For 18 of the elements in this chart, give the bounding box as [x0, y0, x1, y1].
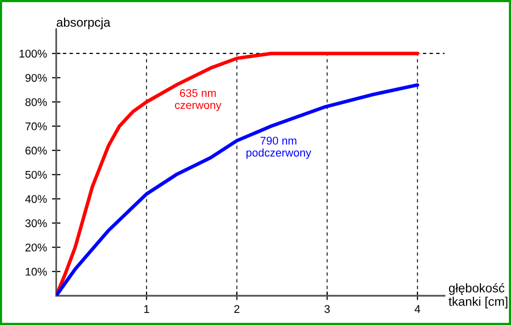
y-tick-label: 60% — [26, 146, 47, 155]
y-tick-label: 40% — [25, 195, 47, 203]
y-tick-label: 80% — [25, 98, 47, 106]
x-tick-label: 1 — [144, 305, 150, 313]
y-tick-label: 50% — [25, 170, 47, 179]
y-tick-label: 70% — [26, 122, 47, 130]
x-tick-label: 2 — [234, 305, 240, 313]
y-tick-label: 100% — [20, 50, 47, 58]
series-label: 790 nm podczerwony — [246, 136, 312, 159]
x-tick-label: 3 — [324, 305, 330, 313]
x-tick-label: 4 — [414, 305, 420, 313]
x-axis-title: głębokość tkanki [cm] — [448, 283, 508, 308]
y-axis-title: absorpcja — [56, 18, 110, 30]
y-tick-label: 10% — [26, 268, 47, 276]
series-label: 635 nm czerwony — [174, 89, 222, 112]
y-tick-label: 90% — [25, 74, 47, 82]
y-tick-label: 20% — [26, 244, 47, 252]
y-tick-label: 30% — [25, 219, 47, 228]
